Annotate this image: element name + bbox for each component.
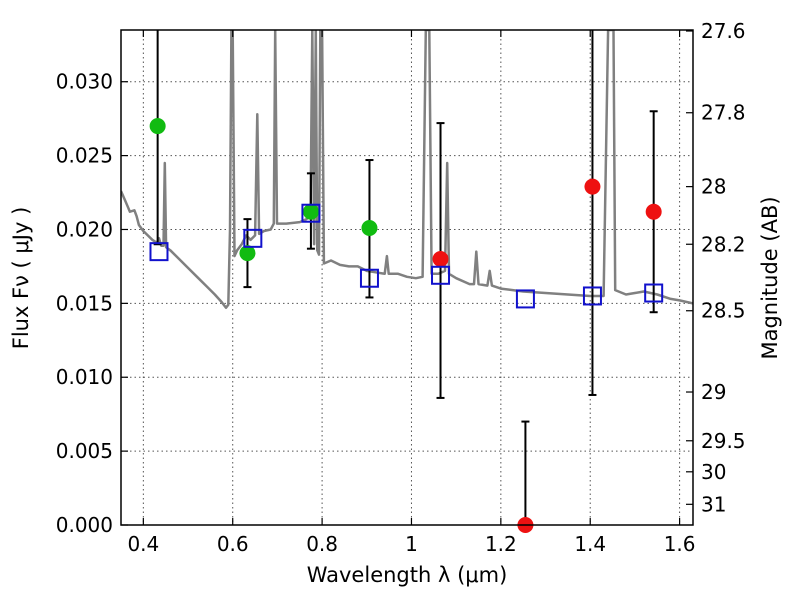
right-tick-label: 27.6	[701, 19, 746, 43]
data-point-circle	[149, 118, 166, 135]
right-tick-label: 27.8	[701, 101, 746, 125]
right-tick-label: 29	[701, 380, 726, 404]
data-point-square	[243, 228, 263, 248]
data-point-circle	[239, 245, 256, 262]
data-point-square	[515, 289, 535, 309]
y-tick-label: 0.020	[56, 217, 113, 241]
data-point-square	[149, 242, 169, 262]
x-tick-label: 0.8	[306, 532, 338, 556]
data-point-circle	[584, 178, 601, 195]
x-axis-label: Wavelength λ (μm)	[307, 563, 508, 587]
y-tick-label: 0.000	[56, 513, 113, 537]
y-tick-label: 0.025	[56, 144, 113, 168]
data-point-square	[582, 286, 602, 306]
tick-marks	[121, 30, 693, 526]
x-tick-label: 0.4	[127, 532, 159, 556]
right-tick-label: 28.2	[701, 232, 746, 256]
model-spectrum-line	[121, 30, 693, 310]
grid-layer	[121, 30, 693, 526]
data-point-circle	[302, 203, 319, 220]
data-point-circle	[432, 251, 449, 268]
data-point-square	[431, 265, 451, 285]
y-tick-label: 0.010	[56, 365, 113, 389]
right-tick-label: 30	[701, 460, 726, 484]
plot-area	[121, 30, 693, 533]
data-point-circle	[361, 220, 378, 236]
right-tick-label: 29.5	[701, 429, 746, 453]
plot-frame	[120, 29, 694, 526]
data-point-square	[359, 268, 379, 288]
x-tick-label: 1.6	[664, 532, 696, 556]
right-tick-label: 31	[701, 492, 726, 516]
y-axis-label: Flux Fν ( μJy )	[9, 207, 33, 350]
right-tick-label: 28	[701, 175, 726, 199]
y-tick-label: 0.005	[56, 439, 113, 463]
y-tick-label: 0.030	[56, 70, 113, 94]
data-markers	[149, 118, 664, 533]
data-point-circle	[645, 203, 662, 220]
y-tick-label: 0.015	[56, 291, 113, 315]
right-tick-label: 28.5	[701, 299, 746, 323]
x-tick-label: 1	[405, 532, 418, 556]
data-point-square	[301, 203, 321, 223]
x-tick-label: 1.2	[485, 532, 517, 556]
x-tick-label: 0.6	[217, 532, 249, 556]
data-point-square	[644, 283, 664, 303]
x-tick-label: 1.4	[574, 532, 606, 556]
y-axis-right-label: Magnitude (AB)	[758, 196, 782, 359]
tick-labels: 0.4 0.6 0.8 1 1.2 1.4 1.6 0.000 0.005 0.010 0.015 0…	[56, 19, 746, 556]
